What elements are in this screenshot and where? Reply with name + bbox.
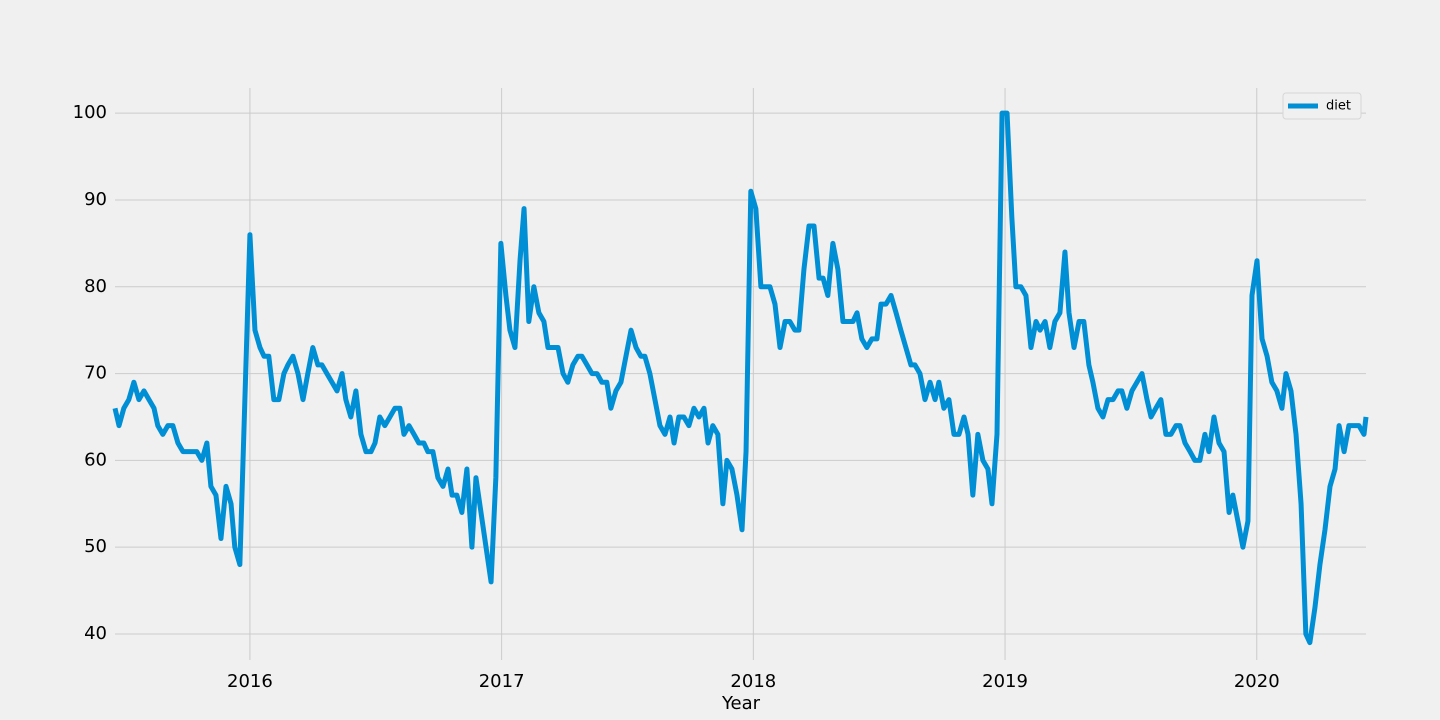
y-tick-label: 70 [84, 363, 107, 384]
x-tick-label: 2017 [479, 671, 525, 692]
x-tick-label: 2016 [227, 671, 273, 692]
legend-label: diet [1326, 99, 1351, 114]
y-tick-label: 50 [84, 536, 107, 557]
y-tick-label: 80 [84, 276, 107, 297]
x-axis-label: Year [721, 693, 761, 714]
y-tick-label: 40 [84, 623, 107, 644]
y-tick-label: 60 [84, 449, 107, 470]
y-tick-label: 90 [84, 189, 107, 210]
data-line [112, 110, 1369, 646]
y-tick-label: 100 [73, 102, 107, 123]
x-tick-label: 2020 [1234, 671, 1280, 692]
x-tick-label: 2018 [730, 671, 776, 692]
legend-box [1282, 92, 1362, 120]
grid [115, 88, 1366, 660]
x-tick-label: 2019 [982, 671, 1028, 692]
plot-area [112, 110, 1369, 646]
